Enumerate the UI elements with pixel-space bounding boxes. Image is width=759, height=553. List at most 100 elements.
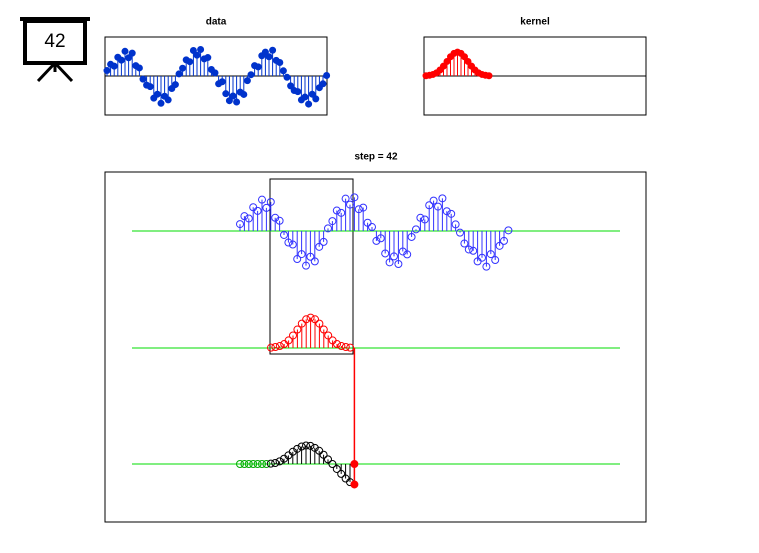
kernel-window	[269, 178, 354, 355]
stem-marker	[333, 340, 341, 349]
stem-marker	[287, 82, 295, 90]
stem-marker	[504, 226, 513, 235]
stem-marker	[486, 250, 495, 259]
stem-marker	[324, 331, 333, 340]
stem-marker	[368, 223, 376, 232]
stem-marker	[293, 444, 302, 453]
stem-marker	[139, 75, 147, 83]
stem-marker	[247, 71, 255, 79]
stem-marker	[302, 261, 310, 270]
stem-marker	[146, 83, 154, 91]
stem-marker	[236, 460, 244, 468]
stem-marker	[225, 97, 233, 105]
stem-marker	[193, 51, 201, 59]
stem-marker	[478, 253, 486, 262]
stem-marker	[302, 315, 311, 324]
stem-marker	[283, 73, 291, 81]
stem-marker	[346, 200, 354, 209]
stem-marker	[376, 234, 385, 243]
badge-icon	[20, 17, 90, 83]
stem-marker	[390, 252, 398, 261]
stem-marker	[301, 93, 309, 101]
stem-marker	[153, 90, 161, 98]
stem-marker	[275, 457, 284, 466]
stem-marker	[276, 58, 284, 66]
stem-marker	[305, 100, 313, 108]
stem-marker	[332, 206, 341, 215]
stem-marker	[240, 90, 248, 98]
stem-marker	[372, 236, 381, 245]
stem-marker	[261, 48, 269, 56]
stem-marker	[266, 197, 275, 206]
stem-marker	[236, 220, 244, 229]
stem-marker	[306, 441, 315, 450]
chart-title: data	[206, 17, 227, 28]
stem-marker	[350, 193, 359, 202]
stem-marker	[271, 459, 280, 468]
stem-marker	[312, 95, 320, 103]
stem-marker	[319, 450, 328, 459]
stem-marker	[110, 62, 118, 70]
stem-marker	[244, 460, 253, 468]
stem-marker	[381, 249, 390, 258]
stem-marker	[275, 342, 284, 351]
stem-marker	[294, 88, 302, 96]
stem-marker	[222, 90, 230, 98]
stem-marker	[346, 343, 355, 352]
stem-marker	[265, 53, 273, 61]
stem-marker	[323, 71, 331, 79]
stem-marker	[412, 225, 420, 234]
stem-marker	[103, 67, 111, 75]
stem-marker	[249, 460, 258, 468]
stem-marker	[324, 224, 332, 233]
stem-marker	[244, 214, 253, 223]
stem-marker	[289, 331, 297, 340]
stem-marker	[229, 92, 237, 100]
stem-marker	[275, 216, 284, 225]
stem-marker	[293, 255, 302, 264]
stem-marker	[262, 460, 271, 468]
stem-marker	[302, 441, 310, 450]
stem-marker	[319, 325, 328, 334]
stem-marker	[254, 63, 262, 71]
stem-marker	[253, 206, 262, 215]
stem-marker	[363, 218, 372, 227]
stem-marker	[243, 77, 251, 85]
stem-marker	[197, 45, 205, 53]
stem-marker	[324, 455, 332, 464]
stem-marker	[269, 46, 277, 54]
stem-marker	[306, 252, 315, 261]
stem-marker	[306, 313, 315, 322]
chart-title: kernel	[520, 17, 550, 28]
stem-marker	[284, 336, 293, 345]
stem-marker	[425, 201, 434, 210]
stem-marker	[204, 54, 212, 62]
stem-marker	[266, 459, 275, 468]
stem-marker	[293, 325, 302, 334]
stem-marker	[164, 96, 172, 104]
stem-marker	[464, 245, 473, 254]
stem-marker	[279, 67, 287, 75]
stem-marker	[461, 53, 468, 61]
chart-title: step = 42	[354, 152, 398, 163]
stem-marker	[171, 81, 179, 89]
axes-box	[104, 171, 647, 523]
stem-marker	[315, 446, 324, 455]
stem-marker	[218, 78, 226, 86]
stem-marker	[354, 205, 363, 214]
stem-marker	[262, 203, 271, 212]
stem-marker	[403, 250, 412, 259]
stem-marker	[175, 70, 183, 78]
stem-marker	[258, 460, 266, 468]
stem-marker	[485, 72, 493, 80]
stem-marker	[337, 469, 346, 478]
stem-marker	[500, 236, 508, 245]
stem-marker	[125, 54, 133, 62]
stem-marker	[328, 460, 337, 468]
stem-marker	[319, 237, 328, 246]
current-step-marker	[350, 460, 359, 468]
stem-marker	[121, 47, 129, 55]
stem-marker	[189, 47, 197, 55]
stem-marker	[288, 240, 297, 249]
stem-marker	[240, 460, 249, 468]
